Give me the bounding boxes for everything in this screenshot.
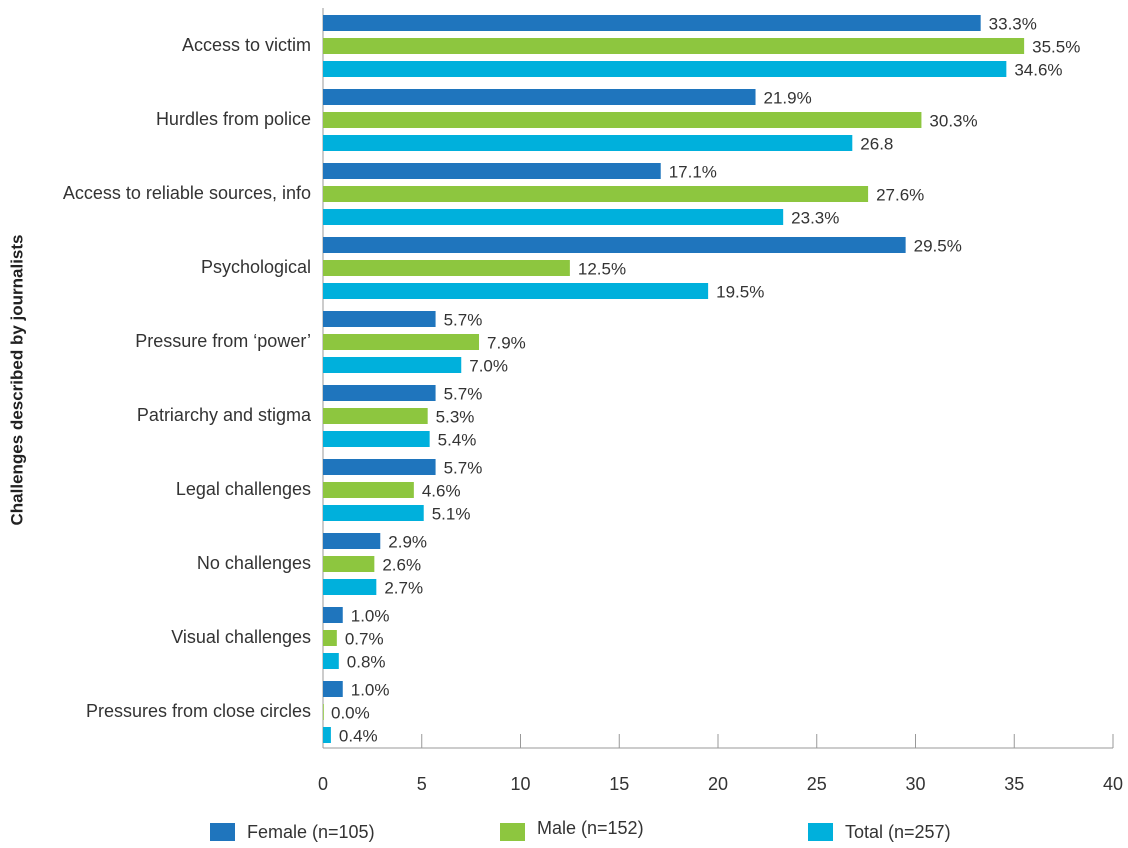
x-tick-label: 5 xyxy=(417,774,427,794)
bar xyxy=(323,311,436,327)
value-label: 2.9% xyxy=(388,532,427,551)
legend-swatch xyxy=(500,823,525,841)
value-label: 5.3% xyxy=(436,407,475,426)
value-label: 1.0% xyxy=(351,606,390,625)
value-label: 33.3% xyxy=(989,14,1037,33)
bar xyxy=(323,533,381,549)
bar xyxy=(323,112,922,128)
value-label: 5.7% xyxy=(444,458,483,477)
value-label: 1.0% xyxy=(351,680,390,699)
y-tick-label: Psychological xyxy=(201,257,311,277)
bar xyxy=(323,704,324,720)
bar xyxy=(323,209,784,225)
x-tick-label: 15 xyxy=(609,774,629,794)
legend-label: Total (n=257) xyxy=(845,822,951,842)
y-tick-label: Pressures from close circles xyxy=(86,701,311,721)
value-label: 5.4% xyxy=(438,430,477,449)
bar xyxy=(323,237,906,253)
bar xyxy=(323,482,414,498)
bar xyxy=(323,61,1007,77)
bar xyxy=(323,727,331,743)
value-label: 30.3% xyxy=(929,111,977,130)
x-tick-label: 0 xyxy=(318,774,328,794)
value-label: 21.9% xyxy=(764,88,812,107)
bar xyxy=(323,681,343,697)
x-tick-label: 30 xyxy=(905,774,925,794)
legend-swatch xyxy=(210,823,235,841)
bar xyxy=(323,260,570,276)
value-label: 27.6% xyxy=(876,185,924,204)
bar xyxy=(323,556,375,572)
y-tick-label: Hurdles from police xyxy=(156,109,311,129)
value-label: 2.6% xyxy=(382,555,421,574)
bar xyxy=(323,89,756,105)
bar xyxy=(323,283,709,299)
value-label: 2.7% xyxy=(384,578,423,597)
bar xyxy=(323,163,661,179)
value-label: 0.0% xyxy=(331,703,370,722)
y-tick-label: No challenges xyxy=(197,553,311,573)
y-tick-label: Legal challenges xyxy=(176,479,311,499)
value-label: 26.8 xyxy=(860,134,893,153)
value-label: 5.7% xyxy=(444,310,483,329)
x-tick-label: 35 xyxy=(1004,774,1024,794)
value-label: 29.5% xyxy=(914,236,962,255)
bar xyxy=(323,15,981,31)
legend-label: Female (n=105) xyxy=(247,822,375,842)
bar xyxy=(323,135,853,151)
x-tick-label: 40 xyxy=(1103,774,1123,794)
value-label: 0.7% xyxy=(345,629,384,648)
y-tick-label: Pressure from ‘power’ xyxy=(135,331,311,351)
legend-label: Male (n=152) xyxy=(537,818,644,838)
value-label: 0.4% xyxy=(339,726,378,745)
bar xyxy=(323,653,339,669)
value-label: 17.1% xyxy=(669,162,717,181)
y-tick-label: Visual challenges xyxy=(171,627,311,647)
value-label: 34.6% xyxy=(1014,60,1062,79)
value-label: 0.8% xyxy=(347,652,386,671)
bar xyxy=(323,579,377,595)
bar xyxy=(323,408,428,424)
value-label: 23.3% xyxy=(791,208,839,227)
x-tick-label: 20 xyxy=(708,774,728,794)
x-tick-label: 25 xyxy=(807,774,827,794)
y-tick-label: Access to victim xyxy=(182,35,311,55)
value-label: 4.6% xyxy=(422,481,461,500)
bar xyxy=(323,334,480,350)
bar xyxy=(323,357,462,373)
bar xyxy=(323,630,337,646)
x-tick-label: 10 xyxy=(510,774,530,794)
legend-swatch xyxy=(808,823,833,841)
value-label: 35.5% xyxy=(1032,37,1080,56)
bar xyxy=(323,385,436,401)
bar xyxy=(323,607,343,623)
bar xyxy=(323,459,436,475)
value-label: 5.1% xyxy=(432,504,471,523)
y-axis-label: Challenges described by journalists xyxy=(7,235,26,526)
value-label: 7.9% xyxy=(487,333,526,352)
bar xyxy=(323,186,869,202)
value-label: 5.7% xyxy=(444,384,483,403)
y-tick-label: Access to reliable sources, info xyxy=(63,183,311,203)
y-tick-label: Patriarchy and stigma xyxy=(137,405,312,425)
bar xyxy=(323,38,1025,54)
value-label: 19.5% xyxy=(716,282,764,301)
bar xyxy=(323,505,424,521)
value-label: 7.0% xyxy=(469,356,508,375)
bar xyxy=(323,431,430,447)
value-label: 12.5% xyxy=(578,259,626,278)
